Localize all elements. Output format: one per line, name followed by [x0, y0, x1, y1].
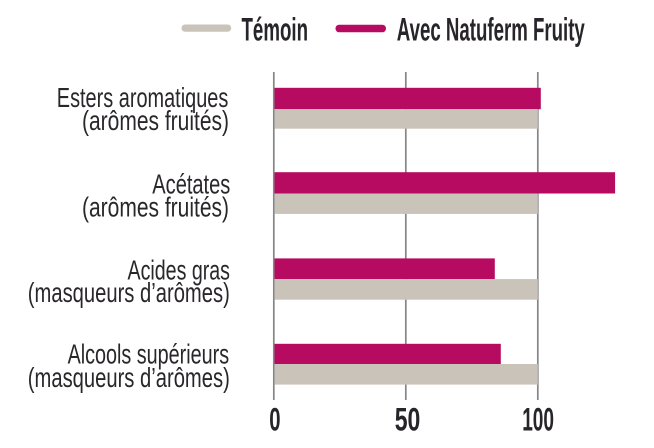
svg-text:Esters aromatiques: Esters aromatiques: [57, 82, 229, 113]
svg-text:Avec Natuferm Fruity: Avec Natuferm Fruity: [397, 12, 585, 48]
svg-text:Alcools supérieurs: Alcools supérieurs: [68, 339, 230, 370]
svg-text:(masqueurs d’arômes): (masqueurs d’arômes): [28, 362, 230, 393]
svg-text:Acétates: Acétates: [152, 168, 230, 199]
svg-text:0: 0: [269, 401, 280, 438]
svg-text:Acides gras: Acides gras: [128, 254, 231, 285]
svg-text:Témoin: Témoin: [242, 12, 309, 48]
svg-text:(masqueurs d’arômes): (masqueurs d’arômes): [28, 277, 230, 308]
svg-text:50: 50: [395, 401, 421, 438]
svg-text:(arômes fruités): (arômes fruités): [82, 105, 229, 136]
svg-text:100: 100: [522, 401, 554, 438]
svg-text:(arômes fruités): (arômes fruités): [82, 192, 229, 223]
